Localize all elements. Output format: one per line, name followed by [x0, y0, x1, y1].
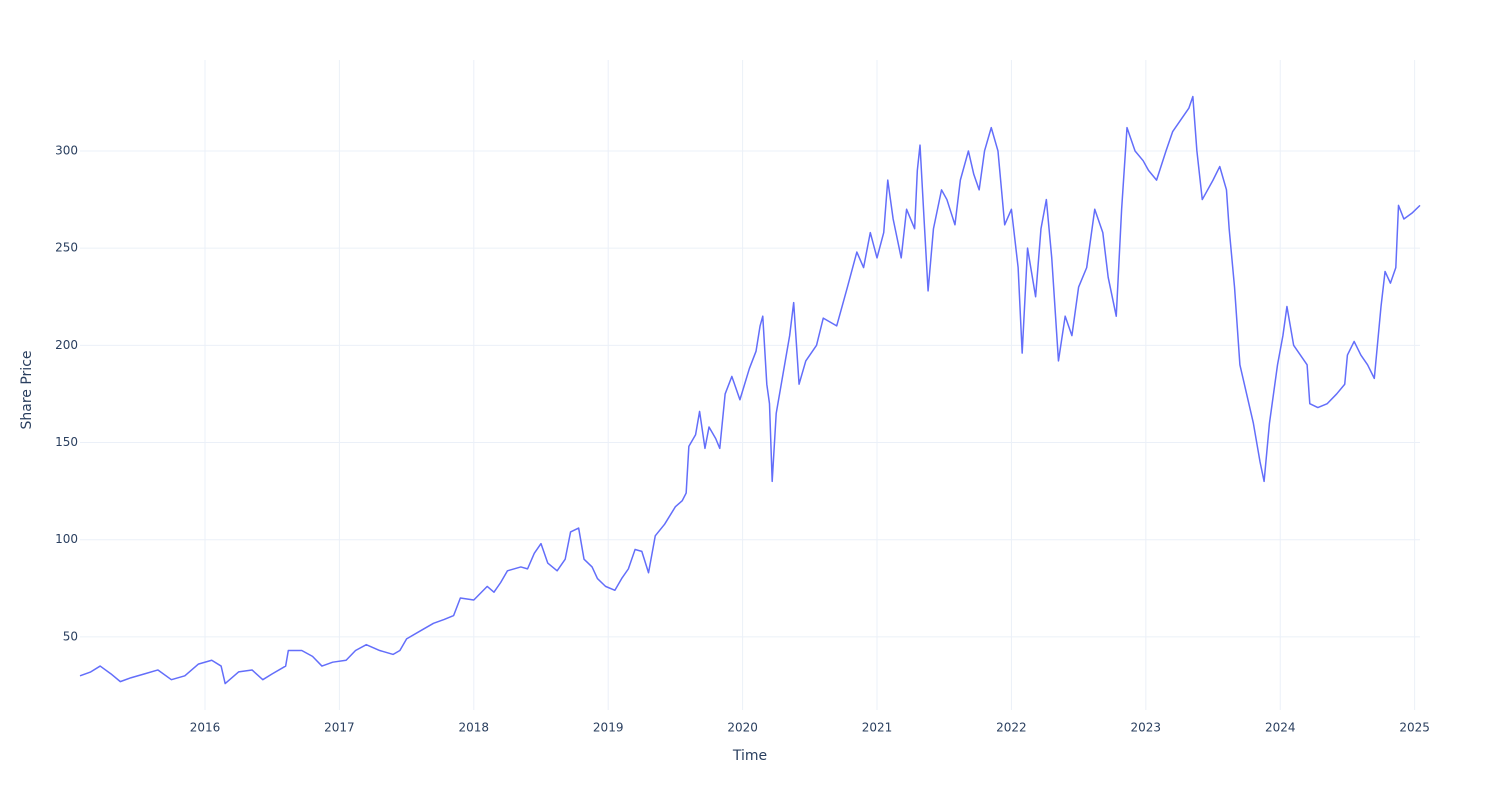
y-tick-label: 100	[55, 532, 78, 546]
y-tick-label: 200	[55, 338, 78, 352]
x-tick-label: 2023	[1131, 721, 1162, 735]
price-line	[79, 95, 1421, 685]
x-tick-label: 2021	[862, 721, 893, 735]
y-tick-label: 250	[55, 241, 78, 255]
x-tick-label: 2024	[1265, 721, 1296, 735]
y-tick-label: 50	[63, 629, 78, 643]
x-tick-label: 2025	[1399, 721, 1430, 735]
x-tick-label: 2019	[593, 721, 624, 735]
x-axis-title: Time	[732, 748, 767, 764]
x-tick-label: 2020	[727, 721, 758, 735]
x-tick-label: 2018	[459, 721, 490, 735]
y-tick-label: 150	[55, 435, 78, 449]
y-axis-title: Share Price	[19, 350, 35, 429]
x-tick-label: 2016	[190, 721, 221, 735]
x-tick-label: 2022	[996, 721, 1027, 735]
y-tick-label: 300	[55, 143, 78, 157]
x-tick-label: 2017	[324, 721, 355, 735]
